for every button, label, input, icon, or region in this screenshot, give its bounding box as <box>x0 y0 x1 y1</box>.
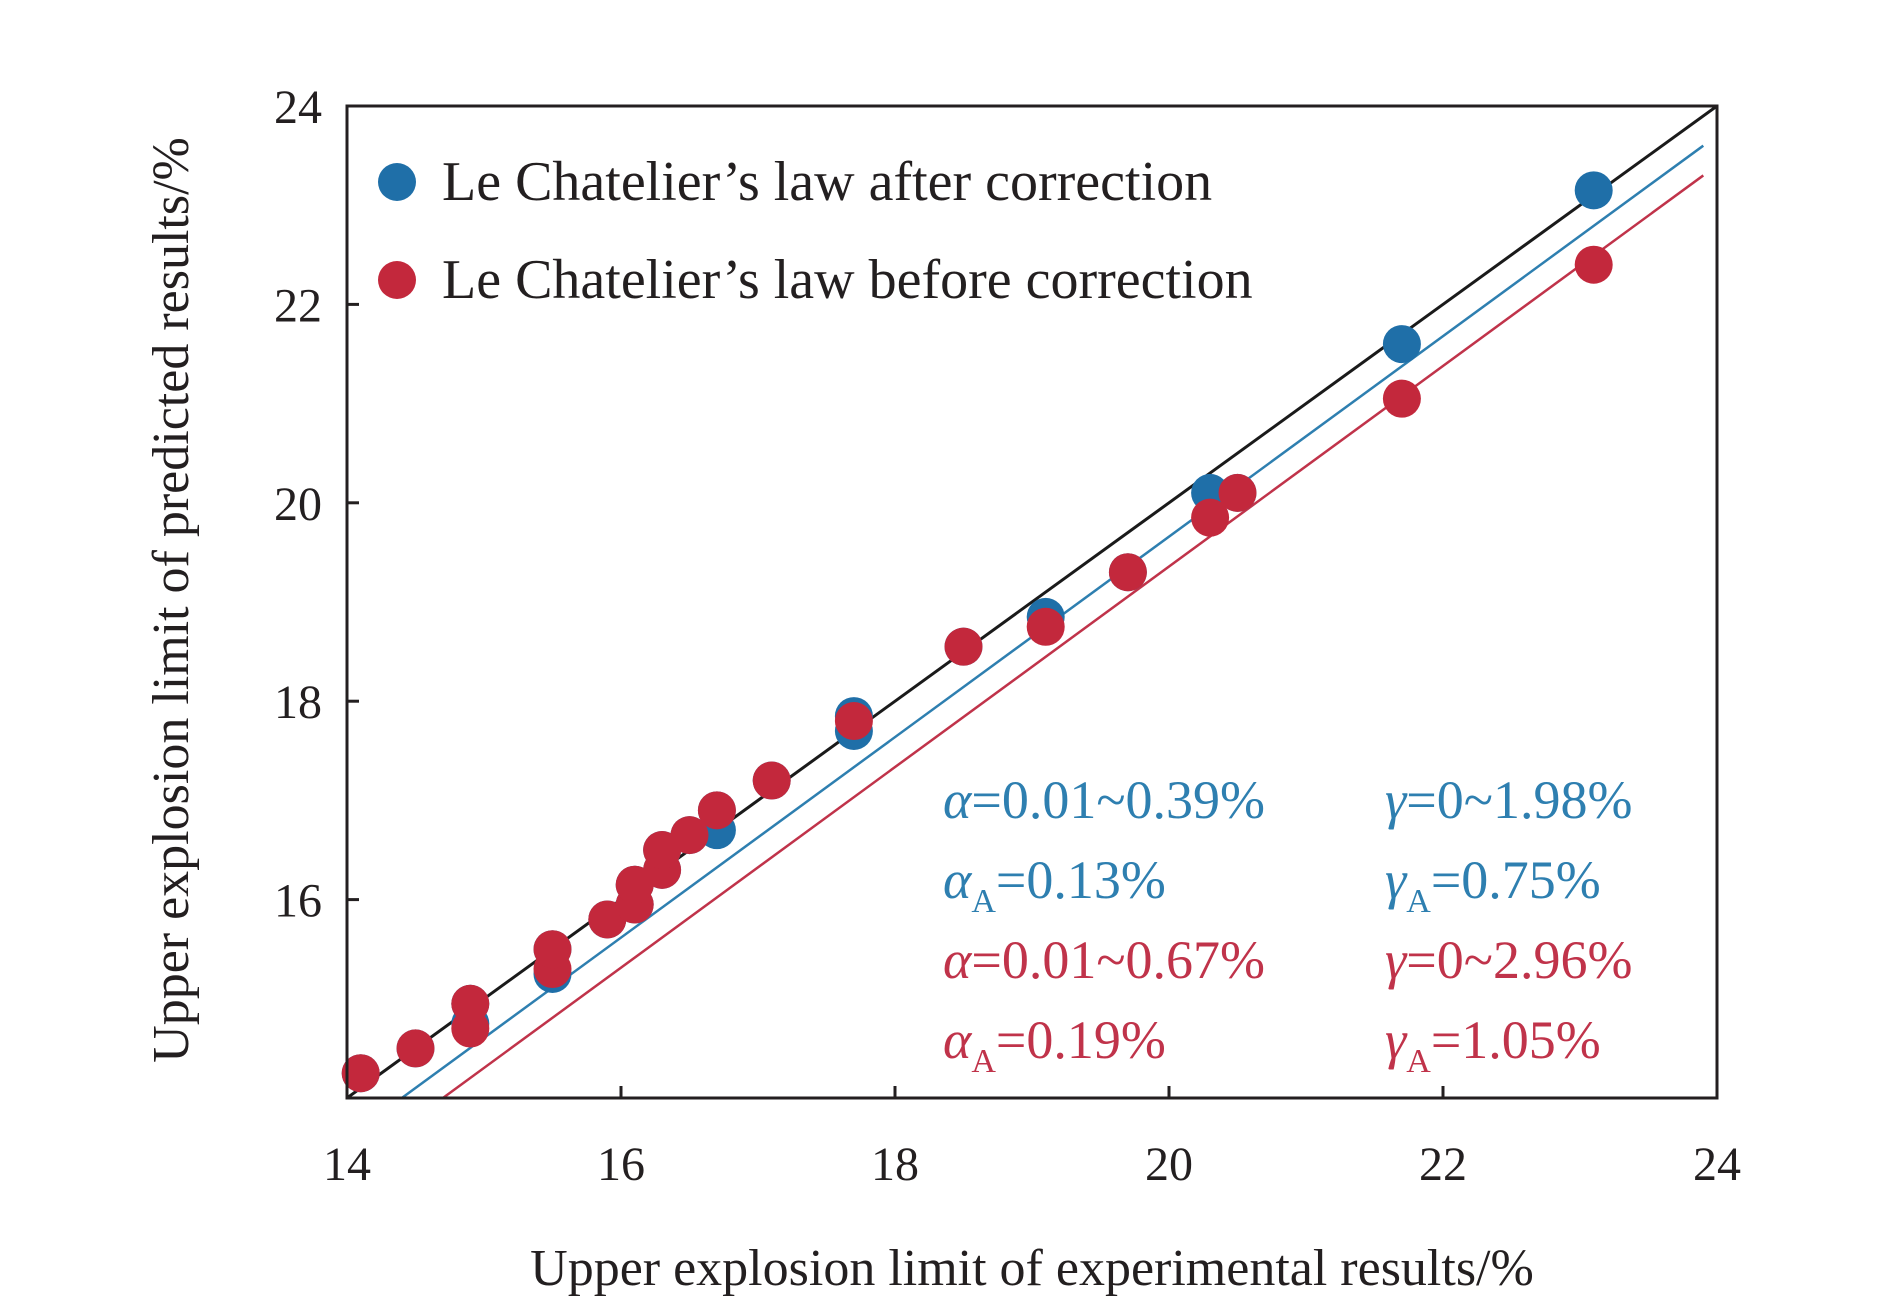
stat-annotation-5: γ=0~2.96% <box>1385 930 1632 990</box>
point-s1-21 <box>1574 245 1613 284</box>
data-points <box>341 171 1613 1093</box>
stat-annotation-1: γ=0~1.98% <box>1385 770 1632 830</box>
legend-marker-before <box>378 261 416 299</box>
point-s1-5 <box>533 930 572 969</box>
point-s1-3 <box>451 984 490 1023</box>
point-s1-19 <box>1218 473 1257 512</box>
plot-frame <box>345 104 1719 1100</box>
stat-annotation-4: α=0.01~0.67% <box>943 930 1265 990</box>
point-s1-13 <box>752 761 791 800</box>
legend-marker-after <box>378 163 416 201</box>
stat-annotation-7: γA=1.05% <box>1385 1010 1601 1080</box>
reference-line-2 <box>442 174 1705 1098</box>
point-s1-18 <box>1191 498 1230 537</box>
statistics-annotations: α=0.01~0.39% γ=0~1.98% αA=0.13% γA=0.75% α=0… <box>943 770 1632 1080</box>
point-s0-22 <box>1382 325 1421 364</box>
x-tick-label-3: 20 <box>1145 1138 1193 1191</box>
y-tick-label-1: 18 <box>274 676 322 729</box>
y-axis-title: Upper explosion limit of predicted resul… <box>143 137 200 1063</box>
point-s1-20 <box>1382 379 1421 418</box>
x-axis-title: Upper explosion limit of experimental re… <box>530 1240 1534 1297</box>
legend-label-after: Le Chatelier’s law after correction <box>442 151 1212 213</box>
point-s1-1 <box>396 1029 435 1068</box>
point-s1-15 <box>944 627 983 666</box>
y-tick-label-4: 24 <box>274 81 322 134</box>
x-tick-label-0: 14 <box>323 1138 371 1191</box>
x-tick-label-1: 16 <box>597 1138 645 1191</box>
x-tick-label-2: 18 <box>871 1138 919 1191</box>
point-s1-14 <box>834 702 873 741</box>
point-s1-11 <box>670 816 709 855</box>
stat-annotation-0: α=0.01~0.39% <box>943 770 1265 830</box>
x-axis-ticks: 14 16 18 20 22 24 <box>323 1086 1741 1191</box>
y-tick-label-0: 16 <box>274 875 322 928</box>
legend-label-before: Le Chatelier’s law before correction <box>442 249 1253 311</box>
y-axis-ticks: 16 18 20 22 24 <box>274 81 359 928</box>
x-tick-label-4: 22 <box>1419 1138 1467 1191</box>
stat-annotation-3: γA=0.75% <box>1385 850 1601 920</box>
y-tick-label-3: 22 <box>274 279 322 332</box>
point-s0-23 <box>1574 171 1613 210</box>
y-tick-label-2: 20 <box>274 478 322 531</box>
reference-line-0 <box>347 106 1717 1098</box>
point-s1-17 <box>1108 553 1147 592</box>
point-s1-0 <box>341 1054 380 1093</box>
x-tick-label-5: 24 <box>1693 1138 1741 1191</box>
stat-annotation-2: αA=0.13% <box>943 850 1166 920</box>
point-s1-12 <box>697 791 736 830</box>
stat-annotation-6: αA=0.19% <box>943 1010 1166 1080</box>
legend: Le Chatelier’s law after correction Le C… <box>378 151 1253 311</box>
point-s1-16 <box>1026 607 1065 646</box>
